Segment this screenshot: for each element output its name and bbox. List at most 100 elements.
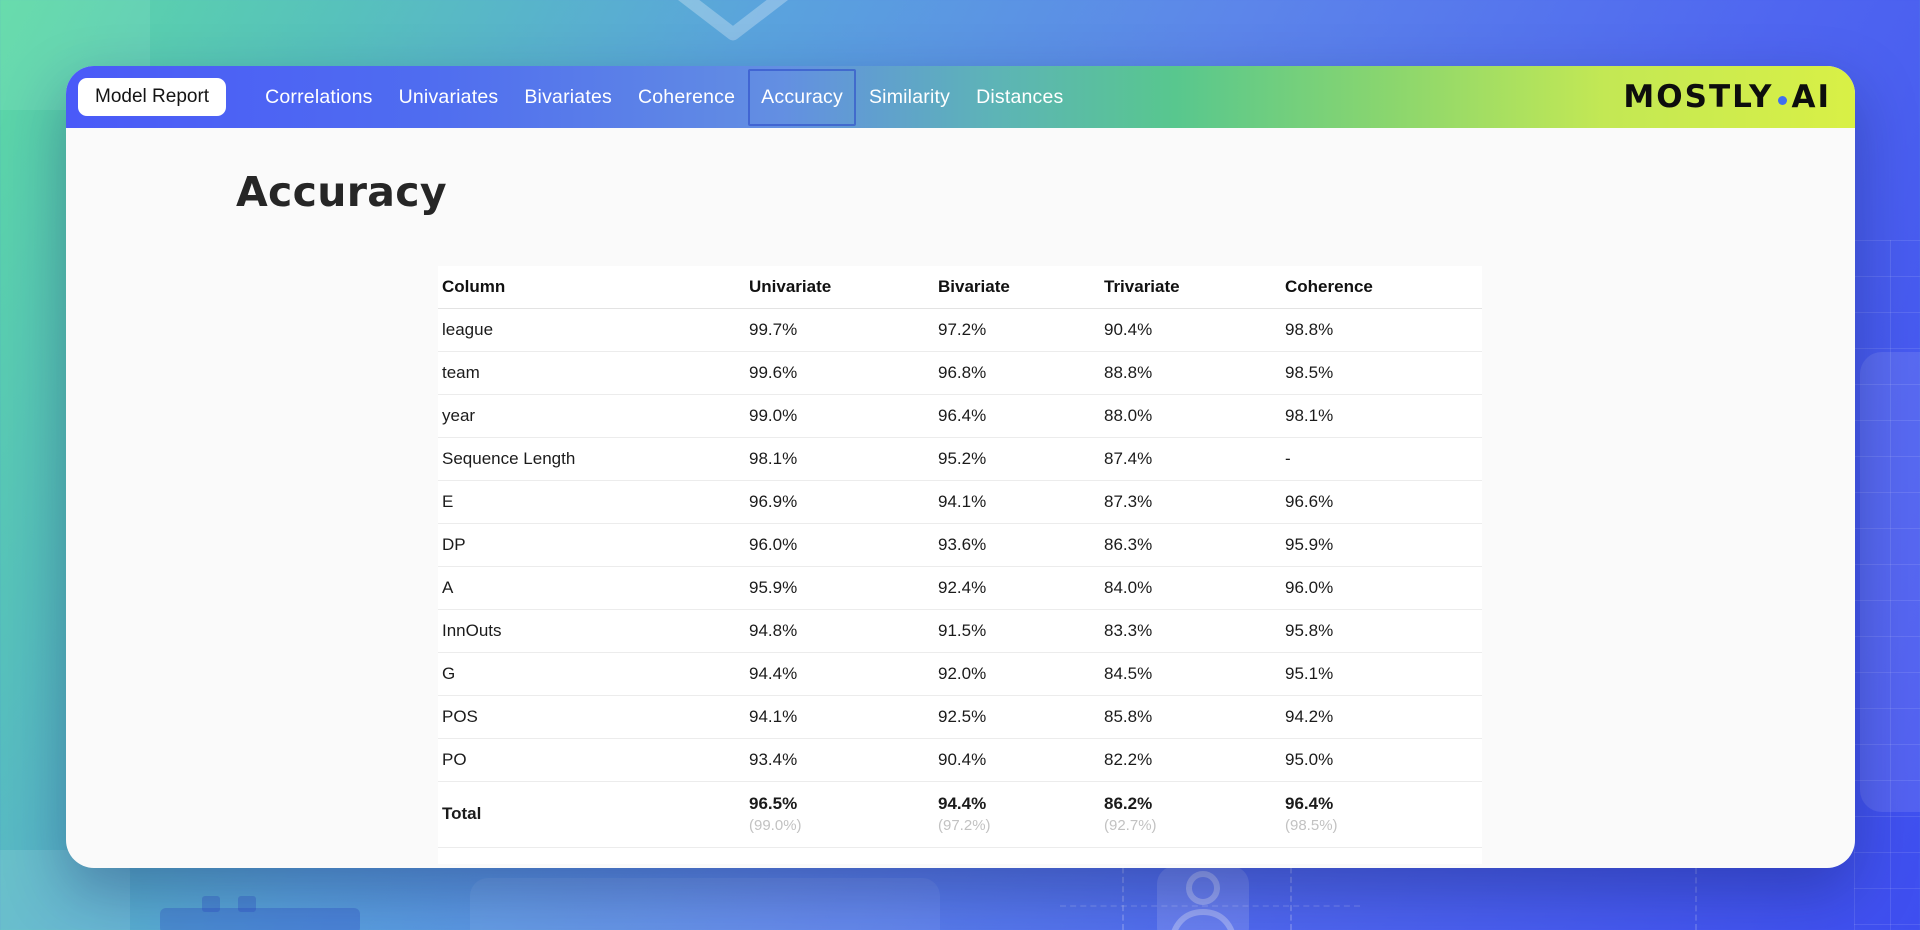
cell-column: G <box>438 652 745 696</box>
cell-coherence: 95.0% <box>1281 738 1482 782</box>
mostly-ai-logo: MOSTLY AI <box>1623 79 1831 115</box>
cell-univariate: 96.9% <box>745 480 934 524</box>
cell-univariate: 99.7% <box>745 308 934 352</box>
cell-univariate: 94.8% <box>745 609 934 653</box>
cell-column: POS <box>438 695 745 739</box>
cell-trivariate: 90.4% <box>1100 308 1281 352</box>
total-sub-value: (99.0%) <box>749 817 802 834</box>
table-row: A 95.9% 92.4% 84.0% 96.0% <box>438 566 1482 610</box>
cell-univariate: 94.4% <box>745 652 934 696</box>
background-dashed-line <box>1122 858 1124 930</box>
nav-item-similarity[interactable]: Similarity <box>868 85 951 108</box>
background-dashed-line <box>1060 905 1360 907</box>
column-header-trivariate: Trivariate <box>1100 266 1281 309</box>
nav-item-bivariates[interactable]: Bivariates <box>524 85 612 108</box>
cell-coherence: 95.8% <box>1281 609 1482 653</box>
cell-trivariate: 82.2% <box>1100 738 1281 782</box>
cell-univariate: 99.6% <box>745 351 934 395</box>
nav-item-distances[interactable]: Distances <box>976 85 1064 108</box>
total-sub-value: (92.7%) <box>1104 817 1157 834</box>
cell-coherence: 95.9% <box>1281 523 1482 567</box>
background-grid-pattern <box>1854 240 1920 930</box>
nav-item-coherence[interactable]: Coherence <box>637 85 736 108</box>
cell-column: Sequence Length <box>438 437 745 481</box>
logo-text-left: MOSTLY <box>1623 79 1774 115</box>
cell-trivariate: 84.0% <box>1100 566 1281 610</box>
cell-bivariate: 92.5% <box>934 695 1100 739</box>
total-main-value: 86.2% <box>1104 794 1153 813</box>
cell-coherence: 95.1% <box>1281 652 1482 696</box>
building-icon <box>160 896 370 930</box>
cell-total-value: 96.5% (99.0%) <box>745 781 934 848</box>
cell-column: E <box>438 480 745 524</box>
cell-trivariate: 85.8% <box>1100 695 1281 739</box>
column-header-univariate: Univariate <box>745 266 934 309</box>
cell-univariate: 93.4% <box>745 738 934 782</box>
cell-univariate: 99.0% <box>745 394 934 438</box>
model-report-pill[interactable]: Model Report <box>78 78 227 116</box>
cell-bivariate: 96.8% <box>934 351 1100 395</box>
background-dashed-line <box>1695 868 1697 930</box>
report-card: Model Report Correlations Univariates Biva… <box>66 66 1855 868</box>
nav-item-accuracy[interactable]: Accuracy <box>748 68 856 126</box>
total-sub-value: (97.2%) <box>938 817 991 834</box>
accuracy-table: Column Univariate Bivariate Trivariate Coher… <box>438 266 1482 848</box>
cell-trivariate: 88.8% <box>1100 351 1281 395</box>
accuracy-table-panel: Column Univariate Bivariate Trivariate Coher… <box>438 266 1482 864</box>
column-header-column: Column <box>438 266 745 309</box>
cell-coherence: 94.2% <box>1281 695 1482 739</box>
logo-dot-icon <box>1778 95 1788 105</box>
cell-bivariate: 94.1% <box>934 480 1100 524</box>
cell-total-value: 86.2% (92.7%) <box>1100 781 1281 848</box>
column-header-coherence: Coherence <box>1281 266 1482 309</box>
cell-bivariate: 92.4% <box>934 566 1100 610</box>
cell-univariate: 94.1% <box>745 695 934 739</box>
cell-bivariate: 96.4% <box>934 394 1100 438</box>
nav-item-correlations[interactable]: Correlations <box>265 85 373 108</box>
cell-coherence: - <box>1281 437 1482 481</box>
cell-bivariate: 97.2% <box>934 308 1100 352</box>
cell-coherence: 98.5% <box>1281 351 1482 395</box>
cell-bivariate: 90.4% <box>934 738 1100 782</box>
cell-column: year <box>438 394 745 438</box>
table-row: E 96.9% 94.1% 87.3% 96.6% <box>438 480 1482 524</box>
nav-items: Correlations Univariates Bivariates Coheren… <box>252 66 1076 128</box>
cell-trivariate: 84.5% <box>1100 652 1281 696</box>
background-light-rect <box>1860 352 1920 812</box>
cell-trivariate: 88.0% <box>1100 394 1281 438</box>
cell-column: team <box>438 351 745 395</box>
cell-total-value: 94.4% (97.2%) <box>934 781 1100 848</box>
table-row: PO 93.4% 90.4% 82.2% 95.0% <box>438 738 1482 782</box>
table-header-row: Column Univariate Bivariate Trivariate Coher… <box>438 266 1482 309</box>
table-row: league 99.7% 97.2% 90.4% 98.8% <box>438 308 1482 352</box>
cell-column: DP <box>438 523 745 567</box>
cell-univariate: 98.1% <box>745 437 934 481</box>
report-navbar: Model Report Correlations Univariates Biva… <box>66 66 1855 128</box>
cell-coherence: 96.6% <box>1281 480 1482 524</box>
table-total-row: Total 96.5% (99.0%) 94.4% (97.2%) 86.2% (92.7%… <box>438 781 1482 848</box>
cell-column: A <box>438 566 745 610</box>
total-main-value: 96.5% <box>749 794 798 813</box>
chevron-down-icon <box>648 0 818 55</box>
background-dashed-line <box>1290 858 1292 930</box>
total-main-value: 94.4% <box>938 794 987 813</box>
cell-trivariate: 83.3% <box>1100 609 1281 653</box>
cell-bivariate: 93.6% <box>934 523 1100 567</box>
cell-coherence: 98.8% <box>1281 308 1482 352</box>
cell-univariate: 96.0% <box>745 523 934 567</box>
cell-univariate: 95.9% <box>745 566 934 610</box>
total-sub-value: (98.5%) <box>1285 817 1338 834</box>
total-main-value: 96.4% <box>1285 794 1334 813</box>
cell-column: InnOuts <box>438 609 745 653</box>
column-header-bivariate: Bivariate <box>934 266 1100 309</box>
cell-trivariate: 86.3% <box>1100 523 1281 567</box>
logo-text-right: AI <box>1791 79 1831 115</box>
cell-bivariate: 95.2% <box>934 437 1100 481</box>
nav-item-univariates[interactable]: Univariates <box>398 85 499 108</box>
cell-coherence: 96.0% <box>1281 566 1482 610</box>
cell-total-label: Total <box>438 781 745 848</box>
table-row: InnOuts 94.8% 91.5% 83.3% 95.8% <box>438 609 1482 653</box>
cell-total-value: 96.4% (98.5%) <box>1281 781 1482 848</box>
cell-column: PO <box>438 738 745 782</box>
table-row: G 94.4% 92.0% 84.5% 95.1% <box>438 652 1482 696</box>
